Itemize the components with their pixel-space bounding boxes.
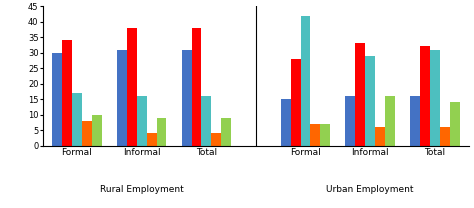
Text: Rural Employment: Rural Employment (100, 185, 183, 194)
Bar (320, 124, 330, 146)
Bar (52, 53, 62, 146)
Bar (281, 99, 291, 146)
Bar (385, 96, 395, 146)
Text: Urban Employment: Urban Employment (327, 185, 414, 194)
Bar (420, 47, 430, 146)
Bar (201, 96, 211, 146)
Bar (430, 50, 440, 146)
Bar (375, 127, 385, 146)
Bar (291, 59, 301, 146)
Bar (221, 118, 231, 146)
Bar (117, 50, 127, 146)
Bar (62, 40, 72, 146)
Bar (365, 56, 375, 146)
Bar (92, 115, 102, 146)
Bar (440, 127, 450, 146)
Bar (82, 121, 92, 146)
Bar (356, 43, 365, 146)
Bar (127, 28, 137, 146)
Bar (137, 96, 146, 146)
Bar (191, 28, 201, 146)
Bar (346, 96, 356, 146)
Bar (182, 50, 191, 146)
Bar (146, 133, 156, 146)
Bar (301, 16, 310, 146)
Bar (310, 124, 320, 146)
Bar (450, 102, 460, 146)
Bar (156, 118, 166, 146)
Bar (211, 133, 221, 146)
Bar (410, 96, 420, 146)
Bar (72, 93, 82, 146)
